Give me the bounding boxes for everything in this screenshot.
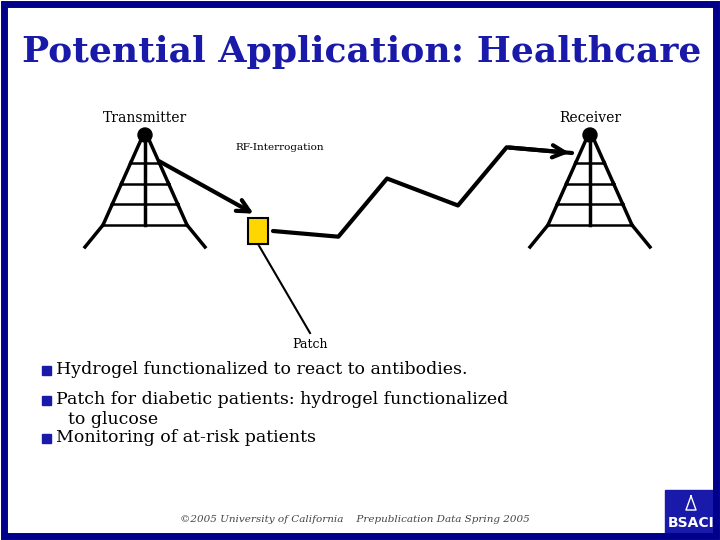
Text: to glucose: to glucose (68, 411, 158, 429)
Text: Receiver: Receiver (559, 111, 621, 125)
Bar (42, 434, 51, 442)
Circle shape (138, 128, 152, 142)
Bar (248, 218, 268, 244)
Text: Monitoring of at-risk patients: Monitoring of at-risk patients (56, 429, 316, 447)
Bar (42, 395, 51, 404)
Text: Patch for diabetic patients: hydrogel functionalized: Patch for diabetic patients: hydrogel fu… (56, 392, 508, 408)
Text: Patch: Patch (292, 338, 328, 351)
Text: Potential Application: Healthcare: Potential Application: Healthcare (22, 35, 701, 69)
Text: Transmitter: Transmitter (103, 111, 187, 125)
Circle shape (583, 128, 597, 142)
Text: ©2005 University of California    Prepublication Data Spring 2005: ©2005 University of California Prepublic… (180, 516, 530, 524)
Text: BSACI: BSACI (667, 516, 714, 530)
Bar (42, 366, 51, 375)
Text: Hydrogel functionalized to react to antibodies.: Hydrogel functionalized to react to anti… (56, 361, 467, 379)
Text: RF-Interrogation: RF-Interrogation (235, 144, 323, 152)
Bar (248, 218, 268, 244)
Bar (665, 490, 717, 536)
